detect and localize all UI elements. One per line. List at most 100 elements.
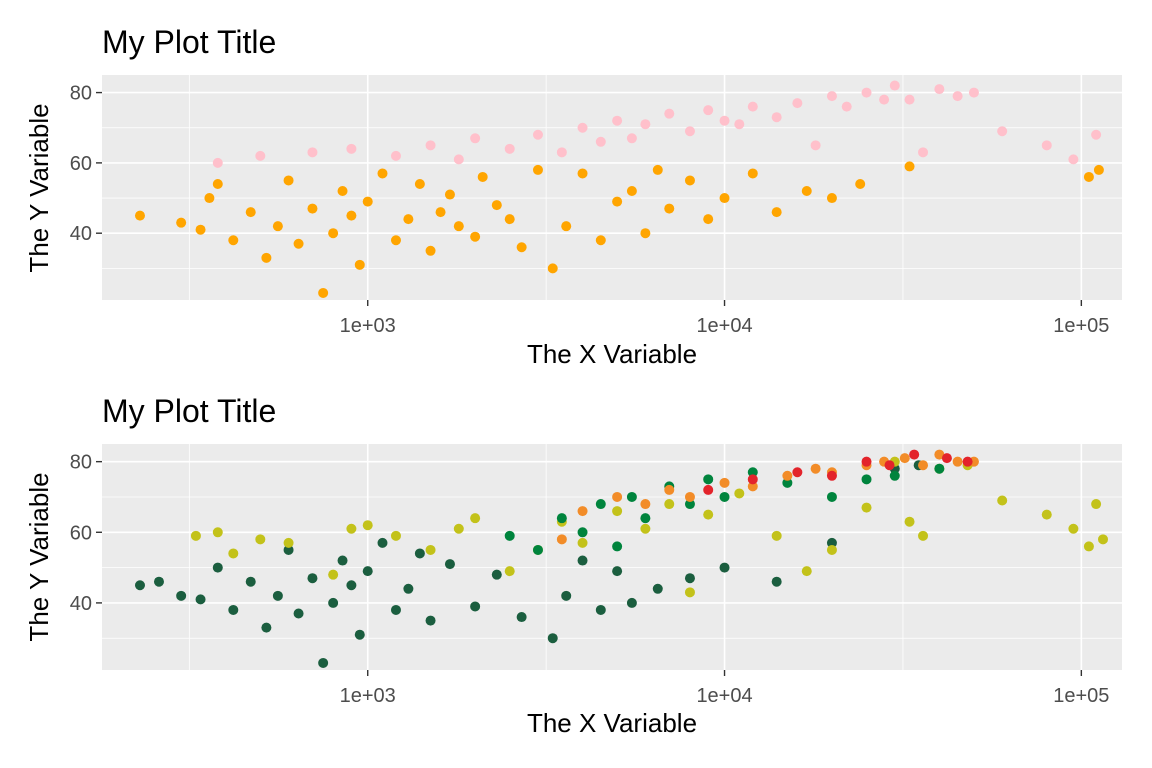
data-point [577,168,588,179]
data-point [595,604,606,615]
data-point [134,210,145,221]
data-point [997,126,1008,137]
data-point [703,474,714,485]
data-point [771,112,782,123]
data-point [212,527,223,538]
data-point [354,629,365,640]
data-point [684,175,695,186]
data-point [504,530,515,541]
data-point [918,147,929,158]
data-point [516,242,527,253]
data-point [719,193,730,204]
data-point [470,601,481,612]
data-point [390,150,401,161]
x-tick-label: 1e+04 [696,685,752,707]
data-point [826,470,837,481]
data-point [195,594,206,605]
data-point [719,562,730,573]
data-point [652,164,663,175]
data-point [547,263,558,274]
data-point [245,576,256,587]
data-point [556,534,567,545]
data-point [703,484,714,495]
data-point [684,126,695,137]
data-point [1068,154,1079,165]
data-point [470,231,481,242]
data-point [453,221,464,232]
data-point [255,534,266,545]
data-point [532,164,543,175]
y-axis-ticks: 40 60 80 [70,452,102,615]
data-point [134,580,145,591]
data-point [810,140,821,151]
data-point [444,189,455,200]
data-point [491,569,502,580]
data-point [425,140,436,151]
data-point [346,523,357,534]
data-point [346,210,357,221]
data-point [556,513,567,524]
data-point [1041,509,1052,520]
data-point [1091,129,1102,140]
data-point [390,530,401,541]
data-point [801,186,812,197]
data-point [719,477,730,488]
data-point [626,133,637,144]
data-point [261,252,272,263]
data-point [771,576,782,587]
data-point [1068,523,1079,534]
data-point [328,597,339,608]
data-point [889,470,900,481]
data-point [595,235,606,246]
data-point [640,228,651,239]
data-point [504,566,515,577]
data-point [190,530,201,541]
data-point [684,491,695,502]
y-tick-label: 80 [70,452,92,474]
data-point [747,467,758,478]
data-point [377,168,388,179]
data-point [1091,499,1102,510]
data-point [577,555,588,566]
data-point [293,608,304,619]
data-point [612,196,623,207]
data-point [640,119,651,130]
x-tick-label: 1e+05 [1053,315,1109,337]
data-point [899,453,910,464]
data-point [652,583,663,594]
data-point [941,453,952,464]
gridlines [102,444,1122,670]
data-point [952,456,963,467]
data-point [855,178,866,189]
y-tick-label: 40 [70,223,92,245]
data-point [212,562,223,573]
data-point [470,133,481,144]
data-point [547,633,558,644]
data-point [212,178,223,189]
data-point [904,94,915,105]
y-tick-label: 60 [70,153,92,175]
data-point [504,143,515,154]
data-point [771,207,782,218]
data-point [918,530,929,541]
data-point [664,484,675,495]
data-point [792,98,803,109]
data-point [425,544,436,555]
x-axis-ticks: 1e+03 1e+04 1e+05 [340,670,1109,707]
data-point [747,101,758,112]
data-point [403,583,414,594]
data-point [212,157,223,168]
data-point [792,467,803,478]
data-point [782,477,793,488]
y-tick-label: 40 [70,593,92,615]
x-tick-label: 1e+03 [340,685,396,707]
data-point [861,456,872,467]
data-point [640,499,651,510]
data-point [1083,541,1094,552]
data-point [734,119,745,130]
data-point [354,259,365,270]
data-points [134,449,1109,668]
gridlines [102,75,1122,300]
data-point [362,520,373,531]
